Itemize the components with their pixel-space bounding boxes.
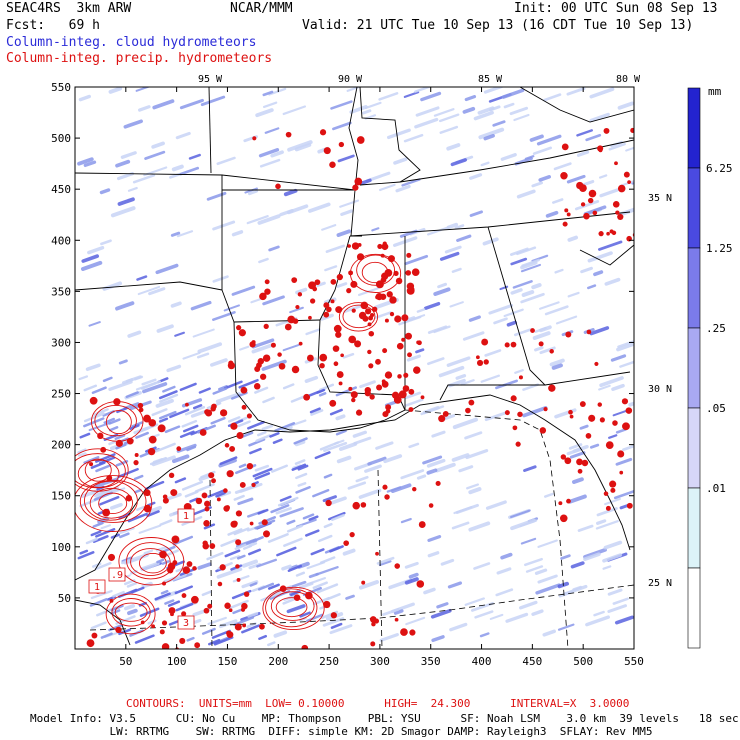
legend-swatch bbox=[687, 487, 701, 569]
x-tick-label: 50 bbox=[119, 655, 132, 668]
y-tick-label: 50 bbox=[58, 592, 71, 605]
x-tick-label: 350 bbox=[421, 655, 441, 668]
contour-label-box bbox=[177, 508, 195, 523]
legend-swatch bbox=[687, 407, 701, 489]
contour-label: 1 bbox=[94, 582, 100, 593]
legend-swatch bbox=[687, 87, 701, 169]
x-tick-label: 250 bbox=[319, 655, 339, 668]
y-tick-label: 450 bbox=[51, 183, 71, 196]
state-border-tx-red-river bbox=[75, 281, 223, 291]
x-tick-label: 450 bbox=[522, 655, 542, 668]
legend-swatch bbox=[687, 167, 701, 249]
boundaries bbox=[75, 87, 634, 646]
state-border-sc bbox=[579, 244, 634, 266]
mexico-coastline bbox=[75, 599, 131, 646]
valid-time: Valid: 21 UTC Tue 10 Sep 13 (16 CDT Tue … bbox=[302, 18, 694, 33]
contour-info: CONTOURS: UNITS=mm LOW= 0.10000 HIGH= 24… bbox=[126, 697, 630, 710]
init-time: Init: 00 UTC Sun 08 Sep 13 bbox=[514, 1, 718, 16]
legend-label: .01 bbox=[706, 482, 726, 495]
longitude-label: 95 W bbox=[198, 74, 223, 85]
center-label: NCAR/MMM bbox=[230, 1, 293, 16]
legend-label: .25 bbox=[706, 322, 726, 335]
y-tick-label: 200 bbox=[51, 439, 71, 452]
y-tick-label: 500 bbox=[51, 132, 71, 145]
legend-label: 1.25 bbox=[706, 242, 733, 255]
x-tick-label: 550 bbox=[624, 655, 644, 668]
latitude-label: 35 N bbox=[648, 193, 672, 204]
maritime-boundaries bbox=[89, 409, 634, 649]
x-tick-label: 500 bbox=[573, 655, 593, 668]
legend-swatch bbox=[687, 567, 701, 649]
model-info-line1: Model Info: V3.5 CU: No Cu MP: Thompson … bbox=[30, 712, 739, 725]
latitude-label: 25 N bbox=[648, 578, 672, 589]
legend-swatch bbox=[687, 327, 701, 409]
legend-label: .05 bbox=[706, 402, 726, 415]
project-title: SEAC4RS 3km ARW bbox=[6, 1, 132, 16]
contour-label: 3 bbox=[183, 618, 189, 629]
y-tick-label: 550 bbox=[51, 81, 71, 94]
precip-hydrometeor-field bbox=[75, 127, 634, 649]
state-border-la bbox=[233, 319, 406, 433]
longitude-label: 80 W bbox=[616, 74, 641, 85]
x-tick-label: 150 bbox=[218, 655, 238, 668]
contour-label-boxes: 1 .9 1 3 bbox=[88, 508, 195, 630]
legend-unit: mm bbox=[708, 85, 722, 98]
cloud-hydrometeor-field bbox=[77, 87, 634, 647]
y-tick-label: 150 bbox=[51, 490, 71, 503]
contour-label-box bbox=[88, 579, 106, 594]
gulf-coastline bbox=[75, 394, 631, 581]
map-frame bbox=[74, 86, 635, 650]
x-tick-label: 100 bbox=[167, 655, 187, 668]
longitude-label: 90 W bbox=[338, 74, 363, 85]
legend-swatch bbox=[687, 247, 701, 329]
y-tick-label: 250 bbox=[51, 388, 71, 401]
forecast-hour: Fcst: 69 h bbox=[6, 18, 100, 33]
field-title-cloud: Column-integ. cloud hydrometeors bbox=[6, 35, 257, 50]
state-border-va bbox=[519, 87, 634, 123]
state-border-ga-fl bbox=[544, 371, 631, 386]
y-tick-label: 100 bbox=[51, 541, 71, 554]
y-tick-label: 350 bbox=[51, 285, 71, 298]
field-title-precip: Column-integ. precip. hydrometeors bbox=[6, 51, 273, 66]
state-border-ms-west bbox=[319, 235, 351, 321]
x-tick-label: 400 bbox=[472, 655, 492, 668]
model-info-line2: LW: RRTMG SW: RRTMG DIFF: simple KM: 2D … bbox=[30, 725, 653, 738]
legend-colorbar: mm 6.25 1.25 .25 .05 .01 bbox=[687, 85, 733, 649]
x-tick-label: 300 bbox=[370, 655, 390, 668]
latitude-label: 30 N bbox=[648, 384, 672, 395]
contour-label: .9 bbox=[111, 570, 123, 581]
state-border-ky-tn bbox=[399, 139, 634, 183]
y-tick-label: 400 bbox=[51, 234, 71, 247]
longitude-label: 85 W bbox=[478, 74, 503, 85]
contour-label: 1 bbox=[183, 511, 189, 522]
legend-label: 6.25 bbox=[706, 162, 733, 175]
x-tick-label: 200 bbox=[268, 655, 288, 668]
state-border-mo bbox=[221, 87, 359, 191]
state-border-co bbox=[208, 87, 212, 174]
contour-label-box bbox=[177, 615, 195, 630]
y-tick-label: 300 bbox=[51, 336, 71, 349]
contour-label-box bbox=[108, 567, 126, 582]
